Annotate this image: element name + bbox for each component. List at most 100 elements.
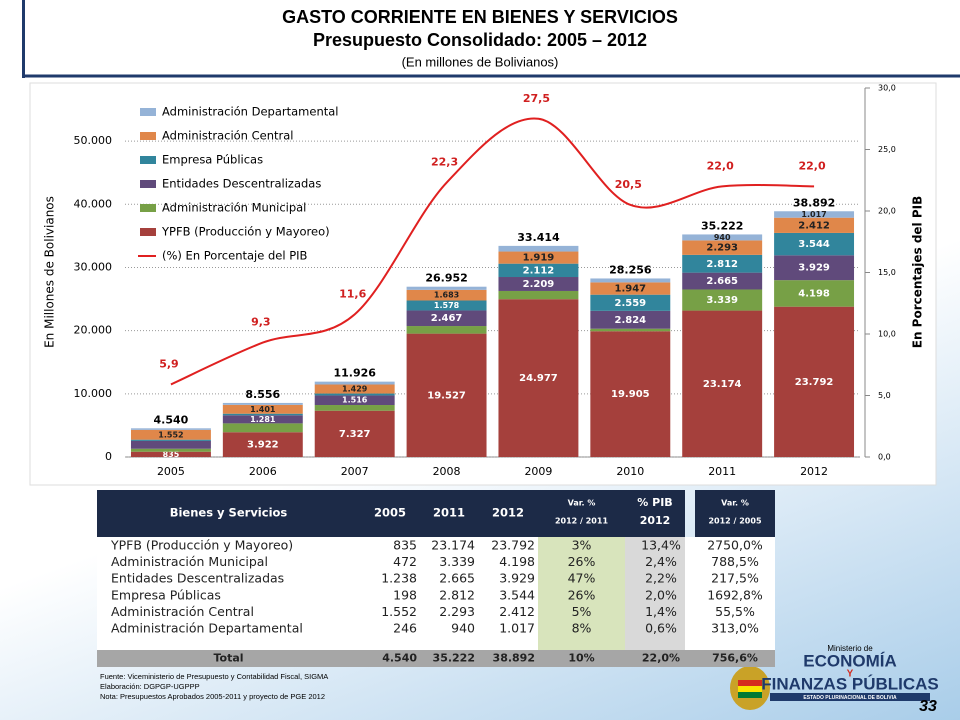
legend-label: Administración Central: [162, 129, 294, 143]
pib-line: [170, 117, 815, 386]
bar-segment: [314, 384, 395, 394]
bar-label: 1.552: [158, 430, 183, 439]
table-cell: 23.174: [431, 538, 475, 553]
bar-segment: [314, 405, 395, 411]
logo-line1: Ministerio de: [827, 644, 873, 653]
bar-segment: [222, 432, 303, 457]
bar-label: 2.559: [614, 298, 646, 309]
table-cell: 1.238: [381, 571, 417, 586]
bar-segment: [222, 402, 303, 405]
note: Nota: Presupuestos Aprobados 2005-2011 y…: [100, 692, 325, 701]
legend-swatch: [140, 228, 156, 236]
table-header: % PIB: [637, 496, 672, 509]
bar-label: 2.824: [614, 315, 646, 326]
total-label: 4.540: [154, 413, 189, 426]
bar-segment: [498, 290, 579, 300]
y2-tick-label: 15,0: [878, 268, 896, 277]
bar-label: 7.327: [339, 429, 371, 440]
table-header: 2012: [640, 514, 671, 527]
bar-segment: [130, 428, 211, 430]
bar-label: 835: [163, 450, 180, 459]
table-header: 2012: [492, 506, 524, 520]
table-header-bg: [695, 490, 775, 537]
note: Fuente: Viceministerio de Presupuesto y …: [100, 672, 328, 681]
table-cell: 3.339: [439, 554, 475, 569]
table-header: 2012 / 2011: [555, 517, 608, 526]
table-cell: 2,4%: [645, 554, 677, 569]
bar-segment: [590, 310, 671, 329]
table-cell: 2,0%: [645, 587, 677, 602]
x-tick-label: 2005: [157, 465, 185, 478]
table-cell: 1.552: [381, 604, 417, 619]
x-tick-label: 2007: [341, 465, 369, 478]
coat-of-arms: [730, 666, 770, 710]
bar-segment: [130, 439, 211, 441]
total-label: 33.414: [517, 231, 560, 244]
legend-swatch: [140, 204, 156, 212]
bar-segment: [222, 413, 303, 416]
y-tick-label: 20.000: [74, 324, 113, 337]
line-label: 11,6: [339, 287, 366, 300]
y2-tick-label: 10,0: [878, 330, 896, 339]
table-cell: 26%: [568, 554, 596, 569]
note: Elaboración: DGPGP-UGPPP: [100, 682, 200, 691]
bar-label: 940: [714, 233, 731, 242]
table-header: Var. %: [568, 499, 596, 508]
line-label: 5,9: [159, 357, 179, 370]
bar-segment: [774, 280, 855, 307]
table-cell: 756,6%: [712, 652, 758, 665]
table-cell: Administración Central: [111, 604, 254, 619]
legend-swatch: [140, 156, 156, 164]
table-header: 2011: [433, 506, 465, 520]
bar-segment: [682, 254, 763, 273]
y2-tick-label: 30,0: [878, 84, 896, 93]
bar-label: 3.339: [706, 295, 738, 306]
bar-label: 1.429: [342, 385, 368, 394]
bar-label: 2.209: [523, 279, 555, 290]
table-cell: 2.412: [499, 604, 535, 619]
bar-segment: [314, 381, 395, 385]
total-label: 26.952: [425, 272, 467, 285]
x-tick-label: 2008: [433, 465, 461, 478]
bar-segment: [130, 448, 211, 452]
table-cell: 47%: [568, 571, 596, 586]
legend-label: Administración Departamental: [162, 105, 339, 119]
table-cell: 313,0%: [711, 621, 759, 636]
table-cell: 2.812: [439, 587, 475, 602]
legend-label: Administración Municipal: [162, 201, 306, 215]
bar-segment: [406, 289, 487, 301]
bar-label: 1.401: [250, 405, 276, 414]
bar-segment: [498, 245, 579, 252]
table-cell: 26%: [568, 587, 596, 602]
bar-segment: [130, 440, 211, 449]
var-col-bg: [538, 537, 625, 650]
bar-segment: [406, 333, 487, 457]
table-cell: 3.544: [499, 587, 535, 602]
logo-band: [770, 693, 930, 701]
y2-axis-label: En Porcentajes del PIB: [911, 196, 925, 349]
bar-segment: [130, 429, 211, 440]
bar-label: 1.683: [434, 291, 459, 300]
units: (En millones de Bolivianos): [402, 54, 559, 69]
bar-segment: [498, 263, 579, 278]
line-label: 20,5: [615, 178, 642, 191]
bar-segment: [498, 251, 579, 264]
bar-segment: [406, 286, 487, 290]
page-number: 33: [919, 698, 937, 715]
legend-swatch: [140, 180, 156, 188]
bar-label: 2.412: [798, 220, 830, 231]
bar-label: 19.905: [611, 389, 650, 400]
bar-label: 2.112: [523, 265, 555, 276]
table-cell: 2.293: [439, 604, 475, 619]
bar-segment: [314, 395, 395, 406]
bar-segment: [590, 328, 671, 332]
table-cell: 788,5%: [711, 554, 759, 569]
bar-segment: [222, 423, 303, 433]
table-cell: 940: [451, 621, 475, 636]
y-tick-label: 50.000: [74, 134, 113, 147]
y-tick-label: 40.000: [74, 197, 113, 210]
legend-swatch: [140, 132, 156, 140]
table-cell: 1.017: [499, 621, 535, 636]
table-cell: 35.222: [433, 652, 475, 665]
